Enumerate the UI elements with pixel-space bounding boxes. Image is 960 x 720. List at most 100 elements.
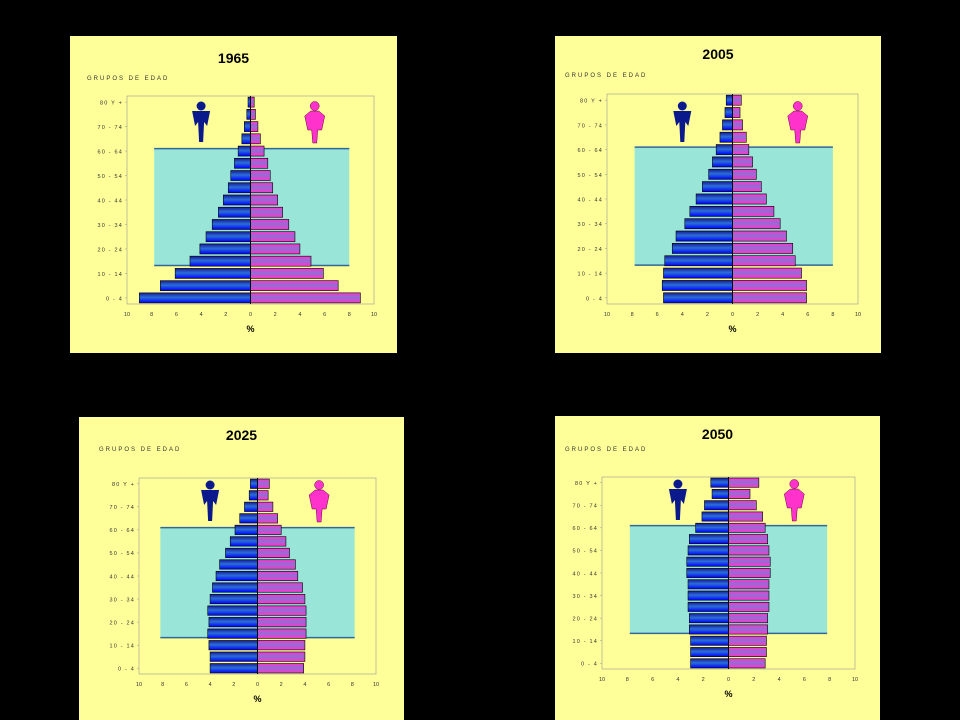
y-tick-label: 20 - 24 <box>572 616 598 622</box>
female-bar <box>257 640 306 651</box>
male-bar <box>234 524 258 535</box>
x-tick-label: 2 <box>224 312 227 318</box>
x-tick-label: 8 <box>351 682 354 688</box>
female-bar <box>257 594 306 605</box>
x-tick-label: 0 <box>249 312 252 318</box>
male-bar <box>701 511 729 522</box>
x-tick-label: 8 <box>626 677 629 683</box>
male-bar <box>690 647 729 657</box>
female-bar <box>257 547 290 558</box>
male-bar <box>704 500 729 511</box>
female-bar <box>257 663 305 674</box>
x-tick-label: 2 <box>756 312 759 318</box>
pyramid-panel-1965: 1965 GRUPOS DE EDAD 0 - 4 10 - 14 20 - 24 3… <box>70 36 397 353</box>
female-bar <box>257 513 278 524</box>
female-bar <box>257 570 299 582</box>
y-tick-label: 70 - 74 <box>109 505 135 511</box>
y-axis-label: GRUPOS DE EDAD <box>565 73 648 79</box>
male-icon <box>201 480 220 521</box>
male-bar <box>686 568 729 578</box>
male-bar <box>661 280 733 291</box>
x-tick-label: 6 <box>323 312 326 318</box>
y-tick-label: 10 - 14 <box>577 272 603 278</box>
y-tick-label: 30 - 34 <box>109 597 135 603</box>
female-bar <box>257 582 303 593</box>
female-bar <box>257 559 296 570</box>
x-tick-label: 10 <box>855 312 861 318</box>
male-bar <box>722 119 733 131</box>
female-bar <box>250 96 255 108</box>
male-bar <box>223 194 251 206</box>
female-bar <box>250 292 361 304</box>
female-bar <box>728 556 771 567</box>
x-tick-label: 4 <box>681 312 684 318</box>
male-bar <box>684 218 733 230</box>
female-bar <box>732 255 796 267</box>
x-tick-label: 6 <box>806 312 809 318</box>
x-tick-label: 4 <box>778 677 781 683</box>
x-tick-label: 4 <box>209 682 212 688</box>
y-tick-label: 0 - 4 <box>118 667 135 673</box>
chart-title: 2005 <box>702 46 734 62</box>
x-tick-label: 2 <box>274 312 277 318</box>
female-bar <box>732 168 757 180</box>
y-tick-label: 50 - 54 <box>109 551 135 557</box>
female-bar <box>728 590 770 601</box>
y-tick-label: 60 - 64 <box>572 526 598 532</box>
female-bar <box>732 230 787 242</box>
female-bar <box>728 568 771 578</box>
x-tick-label: 8 <box>161 682 164 688</box>
x-tick-label: 4 <box>298 312 301 318</box>
x-tick-label: 10 <box>852 677 858 683</box>
y-tick-label: 80 Y + <box>112 482 135 488</box>
male-bar <box>207 628 258 639</box>
x-tick-label: 4 <box>676 677 679 683</box>
x-tick-label: 6 <box>803 677 806 683</box>
x-tick-label: 6 <box>175 312 178 318</box>
female-bar <box>728 601 770 612</box>
female-icon <box>308 480 330 523</box>
female-icon <box>304 101 325 144</box>
female-bar <box>250 231 296 243</box>
female-bar <box>732 267 802 279</box>
y-tick-label: 50 - 54 <box>572 549 598 555</box>
male-bar <box>208 640 258 651</box>
x-tick-label: 6 <box>185 682 188 688</box>
male-bar <box>209 594 258 605</box>
female-bar <box>732 181 762 193</box>
female-bar <box>728 522 766 533</box>
y-tick-label: 40 - 44 <box>97 198 123 204</box>
female-bar <box>732 280 807 291</box>
male-icon <box>192 101 211 142</box>
y-tick-label: 20 - 24 <box>577 247 603 253</box>
male-icon <box>668 479 687 520</box>
y-axis-label: GRUPOS DE EDAD <box>565 447 648 453</box>
x-tick-label: 8 <box>348 312 351 318</box>
female-bar <box>257 536 287 547</box>
female-bar <box>728 545 770 556</box>
x-tick-label: 4 <box>200 312 203 318</box>
male-bar <box>689 205 733 217</box>
female-bar <box>732 156 753 168</box>
male-bar <box>211 219 251 230</box>
x-tick-label: 6 <box>651 677 654 683</box>
y-tick-label: 80 Y + <box>100 101 123 107</box>
male-bar <box>199 243 251 255</box>
y-tick-label: 10 - 14 <box>97 272 123 278</box>
y-axis-label: GRUPOS DE EDAD <box>99 447 182 453</box>
female-bar <box>732 193 767 205</box>
x-tick-label: 10 <box>136 682 142 688</box>
y-tick-label: 70 - 74 <box>577 123 603 129</box>
male-bar <box>244 501 258 512</box>
female-bar <box>728 658 766 669</box>
female-bar <box>728 647 767 657</box>
female-bar <box>250 219 290 230</box>
male-bar <box>212 582 258 593</box>
y-tick-label: 80 Y + <box>575 481 598 487</box>
male-bar <box>695 193 733 205</box>
female-bar <box>257 605 307 616</box>
male-bar <box>687 601 729 612</box>
male-bar <box>688 534 729 545</box>
female-bar <box>728 489 751 499</box>
pyramid-chart-2025: 0 - 4 10 - 14 20 - 24 30 - 34 40 - 44 50 - 54… <box>109 477 379 704</box>
